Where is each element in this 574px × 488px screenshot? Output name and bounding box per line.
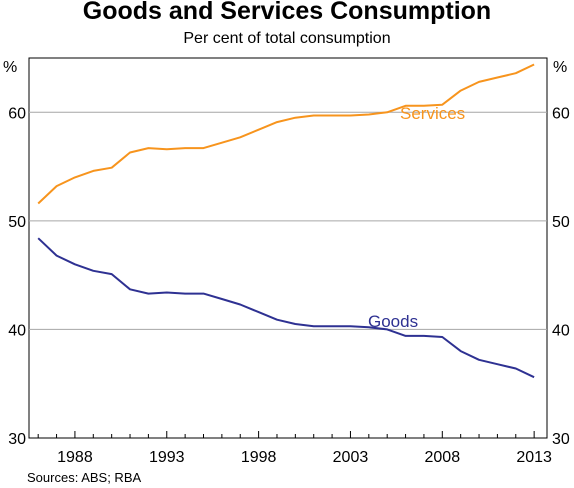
chart-title: Goods and Services Consumption [82,0,492,25]
y-tick-label-right-30: 30 [552,431,570,448]
axis-labels: 30 30 40 40 50 50 60 60 1988 1993 1998 2003 2008 2013 [8,105,570,466]
x-tick-label-1998: 1998 [241,449,277,466]
series-line-services [37,63,535,205]
y-tick-label-right-60: 60 [552,105,570,122]
chart-subtitle: Per cent of total consumption [183,30,391,47]
x-tick-label-1988: 1988 [57,449,93,466]
x-tick-label-1993: 1993 [149,449,185,466]
services-series-label: Services [400,104,465,123]
left-unit-label: % [3,59,17,76]
goods-series-label: Goods [368,312,418,331]
y-tick-label-right-50: 50 [552,214,570,231]
axis-ticks [37,431,535,438]
y-tick-label-left-40: 40 [8,322,26,339]
series-lines [37,63,535,379]
y-tick-label-left-60: 60 [8,105,26,122]
source-note: Sources: ABS; RBA [27,470,142,485]
x-tick-label-2003: 2003 [333,449,369,466]
x-tick-label-2008: 2008 [425,449,461,466]
series-line-goods [37,237,535,379]
y-tick-label-left-50: 50 [8,214,26,231]
gridlines [29,111,547,330]
x-tick-label-2013: 2013 [516,449,552,466]
plot-frame [28,57,548,439]
y-tick-label-right-40: 40 [552,322,570,339]
right-unit-label: % [553,59,567,76]
y-tick-label-left-30: 30 [8,431,26,448]
